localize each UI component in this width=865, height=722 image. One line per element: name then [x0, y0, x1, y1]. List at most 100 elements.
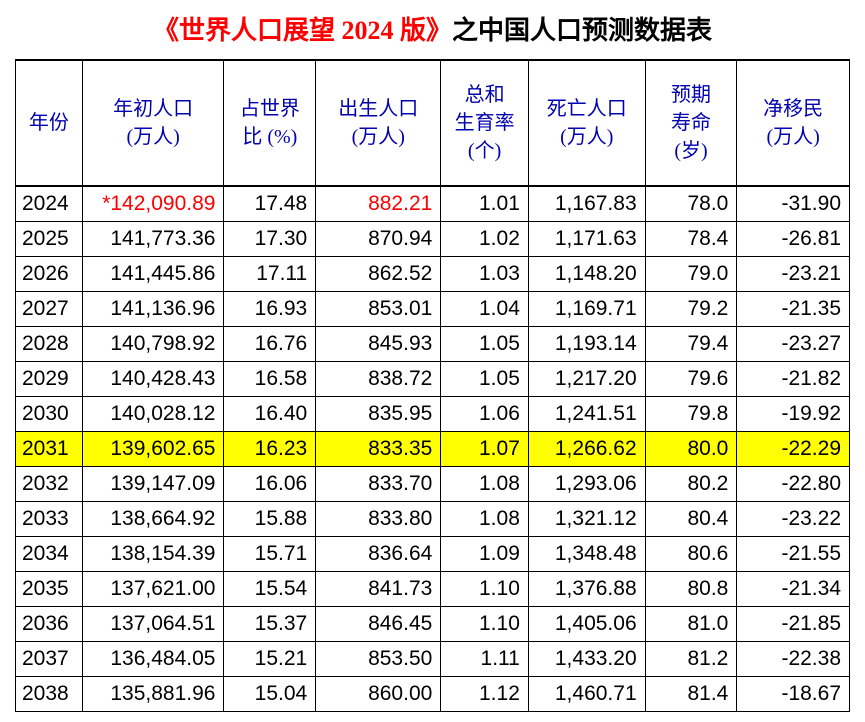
population-table: 年份 年初人口(万人) 占世界比 (%) 出生人口(万人) 总和生育率(个) 死…: [15, 59, 850, 712]
cell-world_pct: 17.11: [224, 257, 316, 292]
cell-world_pct: 16.93: [224, 292, 316, 327]
cell-migration: -21.55: [737, 537, 850, 572]
cell-population: 139,602.65: [82, 432, 224, 467]
cell-deaths: 1,348.48: [528, 537, 645, 572]
cell-world_pct: 17.30: [224, 222, 316, 257]
cell-fertility: 1.08: [441, 502, 529, 537]
cell-world_pct: 16.76: [224, 327, 316, 362]
cell-births: 860.00: [316, 677, 441, 712]
cell-births: 870.94: [316, 222, 441, 257]
cell-deaths: 1,217.20: [528, 362, 645, 397]
cell-migration: -23.22: [737, 502, 850, 537]
table-row: 2024*142,090.8917.48882.211.011,167.8378…: [16, 186, 850, 222]
table-row: 2031139,602.6516.23833.351.071,266.6280.…: [16, 432, 850, 467]
cell-life_exp: 79.8: [645, 397, 737, 432]
cell-migration: -22.38: [737, 642, 850, 677]
col-header-migration: 净移民(万人): [737, 60, 850, 186]
cell-births: 836.64: [316, 537, 441, 572]
cell-births: 841.73: [316, 572, 441, 607]
cell-life_exp: 81.2: [645, 642, 737, 677]
cell-fertility: 1.05: [441, 362, 529, 397]
table-row: 2027141,136.9616.93853.011.041,169.7179.…: [16, 292, 850, 327]
cell-migration: -26.81: [737, 222, 850, 257]
cell-births: 845.93: [316, 327, 441, 362]
cell-births: 846.45: [316, 607, 441, 642]
cell-world_pct: 16.40: [224, 397, 316, 432]
cell-deaths: 1,321.12: [528, 502, 645, 537]
table-row: 2038135,881.9615.04860.001.121,460.7181.…: [16, 677, 850, 712]
cell-population: *142,090.89: [82, 186, 224, 222]
col-header-life-exp: 预期寿命(岁): [645, 60, 737, 186]
cell-year: 2029: [16, 362, 83, 397]
table-header-row: 年份 年初人口(万人) 占世界比 (%) 出生人口(万人) 总和生育率(个) 死…: [16, 60, 850, 186]
cell-population: 137,064.51: [82, 607, 224, 642]
cell-deaths: 1,460.71: [528, 677, 645, 712]
table-row: 2037136,484.0515.21853.501.111,433.2081.…: [16, 642, 850, 677]
cell-migration: -21.82: [737, 362, 850, 397]
cell-life_exp: 79.6: [645, 362, 737, 397]
col-header-population: 年初人口(万人): [82, 60, 224, 186]
cell-fertility: 1.03: [441, 257, 529, 292]
table-row: 2034138,154.3915.71836.641.091,348.4880.…: [16, 537, 850, 572]
cell-world_pct: 15.54: [224, 572, 316, 607]
cell-population: 135,881.96: [82, 677, 224, 712]
cell-world_pct: 16.23: [224, 432, 316, 467]
cell-population: 140,428.43: [82, 362, 224, 397]
cell-fertility: 1.08: [441, 467, 529, 502]
cell-fertility: 1.05: [441, 327, 529, 362]
page-title: 《世界人口展望 2024 版》之中国人口预测数据表: [15, 10, 850, 47]
cell-world_pct: 17.48: [224, 186, 316, 222]
cell-deaths: 1,167.83: [528, 186, 645, 222]
cell-life_exp: 78.4: [645, 222, 737, 257]
table-row: 2029140,428.4316.58838.721.051,217.2079.…: [16, 362, 850, 397]
cell-population: 138,664.92: [82, 502, 224, 537]
cell-migration: -23.27: [737, 327, 850, 362]
cell-world_pct: 15.21: [224, 642, 316, 677]
cell-migration: -31.90: [737, 186, 850, 222]
table-row: 2032139,147.0916.06833.701.081,293.0680.…: [16, 467, 850, 502]
col-header-fertility: 总和生育率(个): [441, 60, 529, 186]
cell-births: 833.80: [316, 502, 441, 537]
cell-population: 136,484.05: [82, 642, 224, 677]
cell-fertility: 1.10: [441, 572, 529, 607]
table-row: 2035137,621.0015.54841.731.101,376.8880.…: [16, 572, 850, 607]
cell-deaths: 1,169.71: [528, 292, 645, 327]
cell-births: 835.95: [316, 397, 441, 432]
cell-life_exp: 81.0: [645, 607, 737, 642]
col-header-births: 出生人口(万人): [316, 60, 441, 186]
cell-life_exp: 80.0: [645, 432, 737, 467]
cell-deaths: 1,376.88: [528, 572, 645, 607]
cell-population: 141,136.96: [82, 292, 224, 327]
cell-migration: -22.80: [737, 467, 850, 502]
cell-year: 2033: [16, 502, 83, 537]
cell-world_pct: 15.71: [224, 537, 316, 572]
cell-population: 141,773.36: [82, 222, 224, 257]
cell-life_exp: 79.4: [645, 327, 737, 362]
cell-deaths: 1,293.06: [528, 467, 645, 502]
cell-deaths: 1,193.14: [528, 327, 645, 362]
cell-population: 139,147.09: [82, 467, 224, 502]
col-header-year: 年份: [16, 60, 83, 186]
cell-year: 2030: [16, 397, 83, 432]
cell-year: 2036: [16, 607, 83, 642]
cell-world_pct: 15.88: [224, 502, 316, 537]
cell-deaths: 1,171.63: [528, 222, 645, 257]
cell-deaths: 1,148.20: [528, 257, 645, 292]
cell-births: 882.21: [316, 186, 441, 222]
cell-year: 2031: [16, 432, 83, 467]
title-black-part: 之中国人口预测数据表: [452, 16, 712, 45]
cell-fertility: 1.09: [441, 537, 529, 572]
cell-life_exp: 79.2: [645, 292, 737, 327]
cell-life_exp: 80.8: [645, 572, 737, 607]
cell-fertility: 1.04: [441, 292, 529, 327]
cell-fertility: 1.12: [441, 677, 529, 712]
cell-year: 2025: [16, 222, 83, 257]
cell-births: 853.50: [316, 642, 441, 677]
cell-fertility: 1.11: [441, 642, 529, 677]
table-row: 2028140,798.9216.76845.931.051,193.1479.…: [16, 327, 850, 362]
table-row: 2026141,445.8617.11862.521.031,148.2079.…: [16, 257, 850, 292]
cell-population: 137,621.00: [82, 572, 224, 607]
cell-year: 2028: [16, 327, 83, 362]
cell-fertility: 1.07: [441, 432, 529, 467]
cell-life_exp: 80.2: [645, 467, 737, 502]
